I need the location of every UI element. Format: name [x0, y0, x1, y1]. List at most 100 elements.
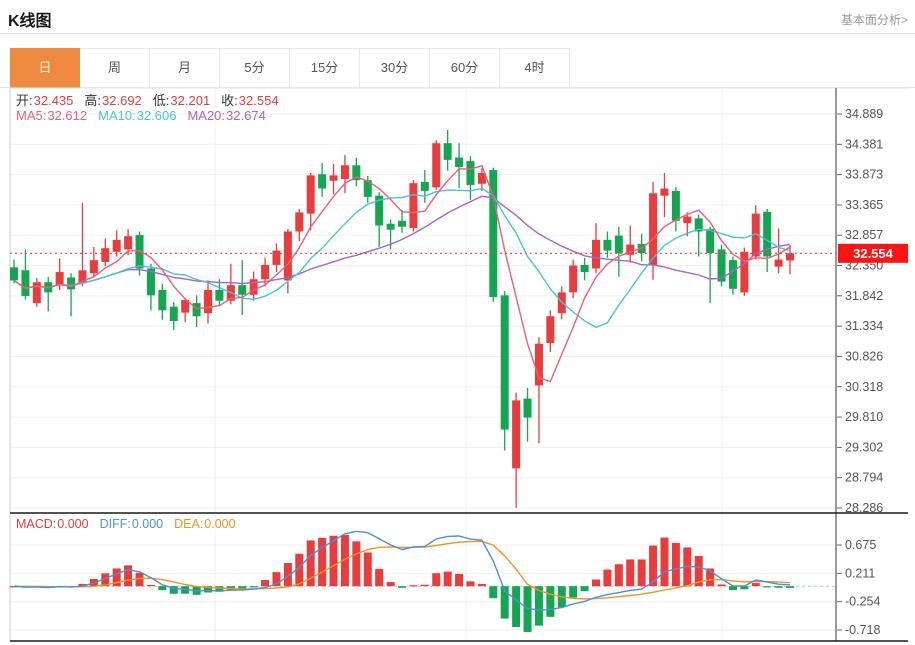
current-price-tag — [838, 243, 908, 263]
candle-24 — [283, 231, 292, 281]
candle-29 — [340, 165, 349, 179]
candle-27 — [318, 174, 327, 189]
overlays: 32.554 — [10, 243, 908, 263]
tab-timeframe-4[interactable]: 15分 — [290, 48, 360, 88]
candle-59 — [683, 216, 692, 224]
macd-bar-43 — [500, 586, 509, 619]
candle-62 — [717, 249, 726, 282]
candle-57 — [660, 188, 669, 196]
macd-bar-27 — [318, 537, 327, 587]
macd-group — [10, 530, 836, 632]
header-divider — [0, 33, 915, 34]
candle-36 — [420, 181, 429, 191]
candle-63 — [728, 260, 737, 289]
dea-line — [13, 540, 791, 600]
tab-timeframe-7[interactable]: 4时 — [500, 48, 570, 88]
macd-bar-44 — [512, 586, 521, 628]
candle-22 — [261, 264, 270, 280]
y-axis-label: 34.381 — [845, 137, 883, 151]
macd-bar-21 — [249, 586, 258, 588]
ma10-line — [13, 187, 791, 329]
candle-47 — [546, 316, 555, 344]
fundamental-analysis-link[interactable]: 基本面分析> — [840, 13, 908, 27]
macd-bar-45 — [523, 586, 532, 632]
macd-bar-60 — [694, 556, 703, 587]
macd-bar-39 — [455, 573, 464, 587]
candle-39 — [455, 157, 464, 168]
macd-bar-58 — [671, 542, 680, 587]
macd-bar-67 — [774, 586, 783, 588]
candle-44 — [512, 400, 521, 469]
macd-bar-28 — [329, 535, 338, 587]
candle-67 — [774, 259, 783, 267]
candle-49 — [569, 265, 578, 293]
macd-item: MACD:0.000 — [16, 517, 89, 531]
y-axis-label: -0.254 — [845, 595, 880, 609]
tab-timeframe-5[interactable]: 30分 — [360, 48, 430, 88]
macd-bar-32 — [375, 569, 384, 587]
macd-bar-34 — [398, 586, 406, 588]
ohlc-legend: 开:32.435 高:32.692 低:32.201 收:32.554 — [16, 90, 290, 109]
y-axis-label: 31.842 — [845, 289, 883, 303]
candle-26 — [306, 175, 315, 214]
macd-bar-61 — [706, 568, 715, 587]
candle-51 — [592, 239, 600, 269]
y-axis-label: 32.857 — [845, 228, 883, 242]
candle-40 — [466, 161, 475, 185]
candle-54 — [626, 244, 635, 255]
candle-33 — [386, 223, 395, 230]
y-axis-label: 30.318 — [845, 380, 883, 394]
macd-bar-33 — [386, 582, 395, 587]
macd-bar-46 — [534, 586, 543, 626]
macd-item: DIFF:0.000 — [99, 517, 164, 531]
candle-5 — [67, 277, 76, 290]
candle-10 — [124, 236, 133, 250]
y-axis-label: 28.794 — [845, 471, 883, 485]
candle-21 — [249, 279, 258, 295]
y-axis-label: 29.302 — [845, 440, 883, 454]
tab-timeframe-0[interactable]: 日 — [10, 48, 80, 88]
candle-14 — [169, 306, 178, 321]
macd-bar-62 — [717, 584, 726, 587]
candle-8 — [101, 248, 110, 262]
macd-bar-50 — [580, 586, 589, 592]
macd-bar-53 — [614, 564, 623, 587]
candle-42 — [489, 170, 498, 298]
ohlc-item: 高:32.692 — [84, 93, 142, 108]
macd-bar-41 — [477, 584, 486, 587]
candle-1 — [21, 270, 30, 296]
y-axis-label: 0.211 — [845, 566, 875, 580]
y-axis-label: 31.334 — [845, 319, 883, 333]
macd-bar-37 — [432, 573, 441, 587]
macd-bar-64 — [740, 586, 749, 590]
y-axis-label: 29.810 — [845, 410, 883, 424]
candle-12 — [146, 268, 155, 296]
diff-line — [13, 530, 791, 611]
ma-legend: MA5:32.612 MA10:32.606 MA20:32.674 — [16, 108, 277, 123]
candle-32 — [375, 195, 384, 226]
ohlc-item: 低:32.201 — [152, 93, 211, 108]
macd-bar-29 — [340, 534, 349, 587]
macd-bar-9 — [112, 568, 121, 587]
candle-6 — [78, 270, 87, 284]
macd-bar-68 — [786, 586, 794, 588]
macd-bar-17 — [204, 586, 212, 593]
candle-31 — [363, 180, 372, 197]
candle-43 — [500, 295, 509, 430]
macd-bar-55 — [637, 559, 646, 587]
macd-bar-22 — [261, 580, 270, 587]
ma20-line — [13, 195, 791, 289]
candle-52 — [603, 239, 612, 251]
macd-bar-25 — [295, 553, 304, 587]
candles-group — [10, 130, 794, 508]
tab-timeframe-3[interactable]: 5分 — [220, 48, 290, 88]
candle-23 — [272, 250, 281, 265]
macd-bar-20 — [238, 586, 247, 589]
candle-15 — [181, 300, 190, 313]
chart-plot-area[interactable] — [10, 88, 836, 641]
macd-bar-36 — [420, 584, 429, 587]
macd-bar-10 — [124, 565, 133, 587]
candle-46 — [534, 343, 543, 386]
macd-bar-30 — [352, 541, 361, 587]
